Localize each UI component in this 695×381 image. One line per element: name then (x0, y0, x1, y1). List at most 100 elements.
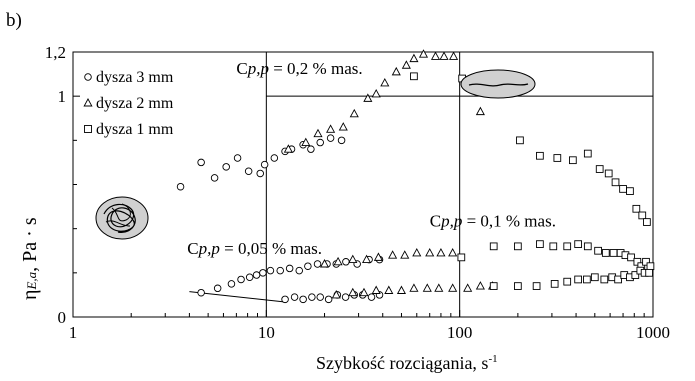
x-tick-label: 100 (447, 323, 473, 342)
data-point-circle (299, 295, 307, 304)
data-point-circle (367, 293, 376, 301)
data-point-square (645, 268, 653, 277)
data-point-square (553, 154, 562, 162)
data-point-triangle (463, 283, 473, 292)
concentration-annotation: Cp,p = 0,1 % mas. (430, 211, 556, 230)
data-point-square (590, 273, 599, 282)
data-point-circle (259, 269, 267, 277)
legend-marker-circle (84, 73, 92, 81)
data-point-triangle (371, 285, 381, 294)
data-point-triangle (338, 122, 348, 131)
data-point-triangle (418, 49, 429, 58)
data-point-triangle (430, 51, 441, 60)
data-point-circle (308, 293, 316, 301)
data-point-triangle (380, 77, 390, 87)
x-tick-label: 1 (69, 323, 78, 342)
data-point-triangle (391, 66, 401, 76)
data-point-square (611, 178, 620, 187)
data-point-circle (260, 160, 269, 169)
data-point-triangle (425, 248, 435, 257)
data-point-circle (245, 273, 254, 282)
data-point-square (619, 185, 627, 193)
data-point-triangle (333, 256, 343, 266)
data-point-triangle (313, 128, 323, 138)
x-axis-ticks: 1 10 100 1000 (69, 310, 670, 342)
data-point-square (457, 253, 466, 262)
y-axis-label: ηE,a, Pa · s (19, 217, 41, 300)
tangled-molecule-icon (95, 196, 149, 240)
data-point-square (563, 277, 572, 286)
data-point-square (604, 169, 613, 178)
concentration-annotation: Cp,p = 0,05 % mas. (187, 239, 322, 258)
data-point-circle (316, 138, 324, 147)
data-point-circle (304, 262, 312, 270)
data-point-circle (316, 293, 324, 301)
data-point-square (609, 249, 618, 257)
data-point-square (594, 246, 602, 255)
data-point-triangle (434, 283, 444, 292)
data-point-circle (256, 169, 264, 178)
data-point-square (569, 156, 577, 165)
data-point-square (410, 72, 418, 81)
data-point-square (563, 242, 572, 251)
data-point-circle (237, 275, 245, 284)
data-point-triangle (349, 108, 359, 118)
y-tick-label: 1,2 (45, 43, 66, 62)
data-point-triangle (448, 248, 458, 257)
data-point-triangle (359, 287, 369, 297)
data-point-circle (252, 271, 261, 279)
data-point-square (600, 275, 609, 284)
stretched-molecule-icon (460, 69, 536, 99)
data-point-circle (222, 163, 230, 171)
x-axis-label: Szybkość rozciągania, s-1 (316, 353, 498, 373)
data-point-square (614, 275, 622, 284)
data-point-triangle (439, 51, 449, 60)
data-point-square (536, 240, 544, 248)
data-point-triangle (348, 254, 358, 264)
data-point-square (646, 262, 655, 271)
data-point-triangle (348, 287, 358, 297)
data-point-square (583, 149, 592, 158)
data-point-square (516, 136, 524, 145)
data-point-square (643, 218, 651, 226)
data-point-square (489, 242, 498, 251)
data-point-triangle (422, 283, 432, 292)
y-tick-label: 1 (58, 87, 67, 106)
legend-entry-1mm: dysza 1 mm (84, 121, 174, 138)
data-point-square (514, 282, 522, 290)
data-point-square (574, 275, 582, 284)
data-point-triangle (331, 289, 341, 299)
data-point-circle (295, 266, 304, 275)
legend-entry-3mm: dysza 3 mm (84, 69, 174, 86)
data-point-square (595, 165, 604, 173)
data-point-square (514, 242, 522, 251)
data-point-circle (342, 258, 350, 266)
data-point-square (489, 282, 498, 290)
data-point-circle (341, 293, 350, 301)
data-point-triangle (326, 124, 336, 133)
data-point-circle (337, 136, 346, 145)
data-points (176, 49, 655, 304)
data-point-circle (270, 154, 279, 162)
data-point-circle (307, 145, 315, 153)
y-axis-title: ηE,a, Pa · s (19, 217, 41, 300)
data-point-triangle (409, 53, 419, 63)
y-tick-label: 0 (58, 308, 67, 327)
data-point-square (583, 275, 591, 284)
data-point-square (574, 240, 582, 248)
data-point-circle (176, 182, 185, 191)
data-point-triangle (283, 144, 293, 153)
concentration-annotation: Cp,p = 0,2 % mas. (236, 59, 362, 78)
x-tick-label: 1000 (636, 323, 670, 342)
data-point-circle (285, 264, 294, 273)
data-point-square (601, 249, 610, 257)
data-point-square (550, 280, 559, 288)
data-point-square (549, 242, 558, 251)
data-point-circle (197, 158, 205, 167)
data-point-triangle (475, 281, 485, 290)
legend-marker-square (84, 125, 92, 133)
y-axis-ticks: 011,2 (45, 43, 80, 327)
panel-label: b) (6, 10, 22, 31)
annotations: Cp,p = 0,2 % mas. Cp,p = 0,1 % mas. Cp,p =… (187, 59, 556, 258)
